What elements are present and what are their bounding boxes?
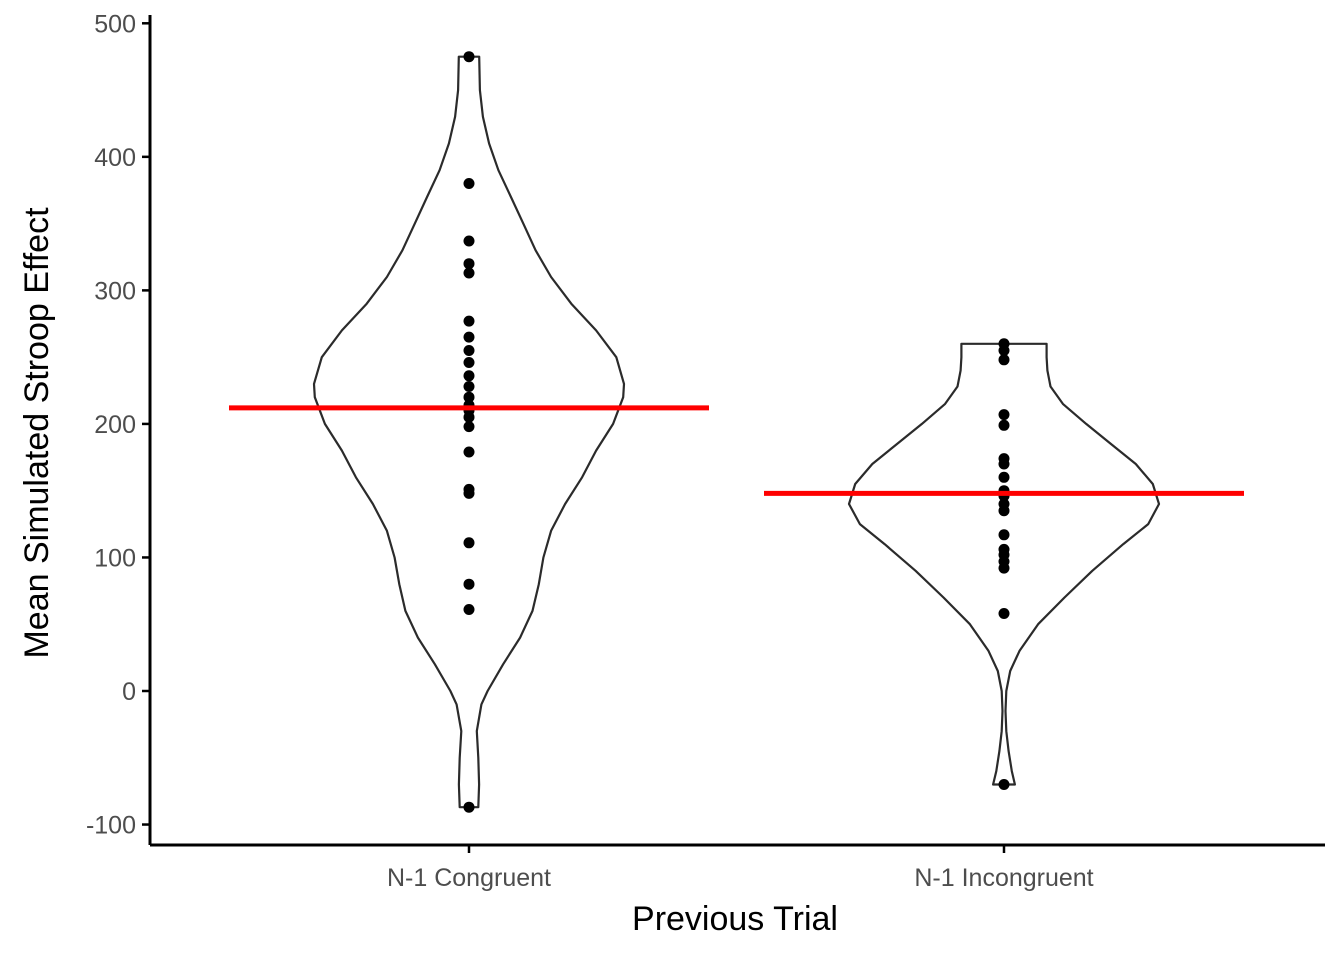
y-tick-label: 100 (94, 544, 136, 572)
data-point (998, 419, 1010, 431)
mean-lines-layer (229, 405, 1244, 496)
data-point (998, 608, 1010, 619)
y-tick-label: 500 (94, 10, 136, 38)
data-point (998, 562, 1010, 574)
violins-layer (312, 55, 1161, 809)
points-layer (463, 51, 1010, 813)
y-tick-label: 0 (122, 678, 136, 706)
data-point (998, 779, 1010, 790)
data-point (463, 178, 475, 189)
data-point (463, 345, 475, 356)
data-point (463, 604, 475, 615)
x-axis-title: Previous Trial (632, 900, 838, 938)
violin-congruent (312, 55, 626, 809)
data-point (463, 51, 475, 63)
y-tick-label: -100 (86, 812, 136, 840)
data-point (463, 357, 475, 368)
x-tick-label: N-1 Congruent (387, 864, 551, 892)
data-point (463, 267, 475, 279)
data-point (463, 391, 475, 403)
data-point (463, 801, 475, 813)
y-tick-label: 300 (94, 277, 136, 305)
data-point (463, 537, 475, 549)
data-point (463, 411, 475, 423)
data-point (998, 505, 1010, 517)
violin-incongruent (847, 342, 1161, 786)
data-point (998, 345, 1010, 356)
y-tick-label: 200 (94, 411, 136, 439)
data-point (463, 235, 475, 247)
data-point (998, 409, 1010, 421)
axes-layer: -100 0 100 200 300 400 500 N-1 Congruent N-1 Inc… (86, 10, 1325, 892)
data-point (463, 487, 475, 499)
data-point (998, 458, 1010, 470)
data-point (998, 529, 1010, 541)
data-point (463, 578, 475, 590)
data-point (463, 315, 475, 327)
data-point (463, 381, 475, 392)
data-point (463, 331, 475, 343)
data-point (998, 471, 1010, 483)
x-tick-label: N-1 Incongruent (914, 864, 1093, 892)
data-point (463, 421, 475, 433)
y-axis-title: Mean Simulated Stroop Effect (18, 207, 56, 659)
data-point (463, 370, 475, 382)
data-point (463, 446, 475, 458)
data-point (998, 354, 1010, 366)
data-point (463, 258, 475, 270)
y-tick-label: 400 (94, 144, 136, 172)
